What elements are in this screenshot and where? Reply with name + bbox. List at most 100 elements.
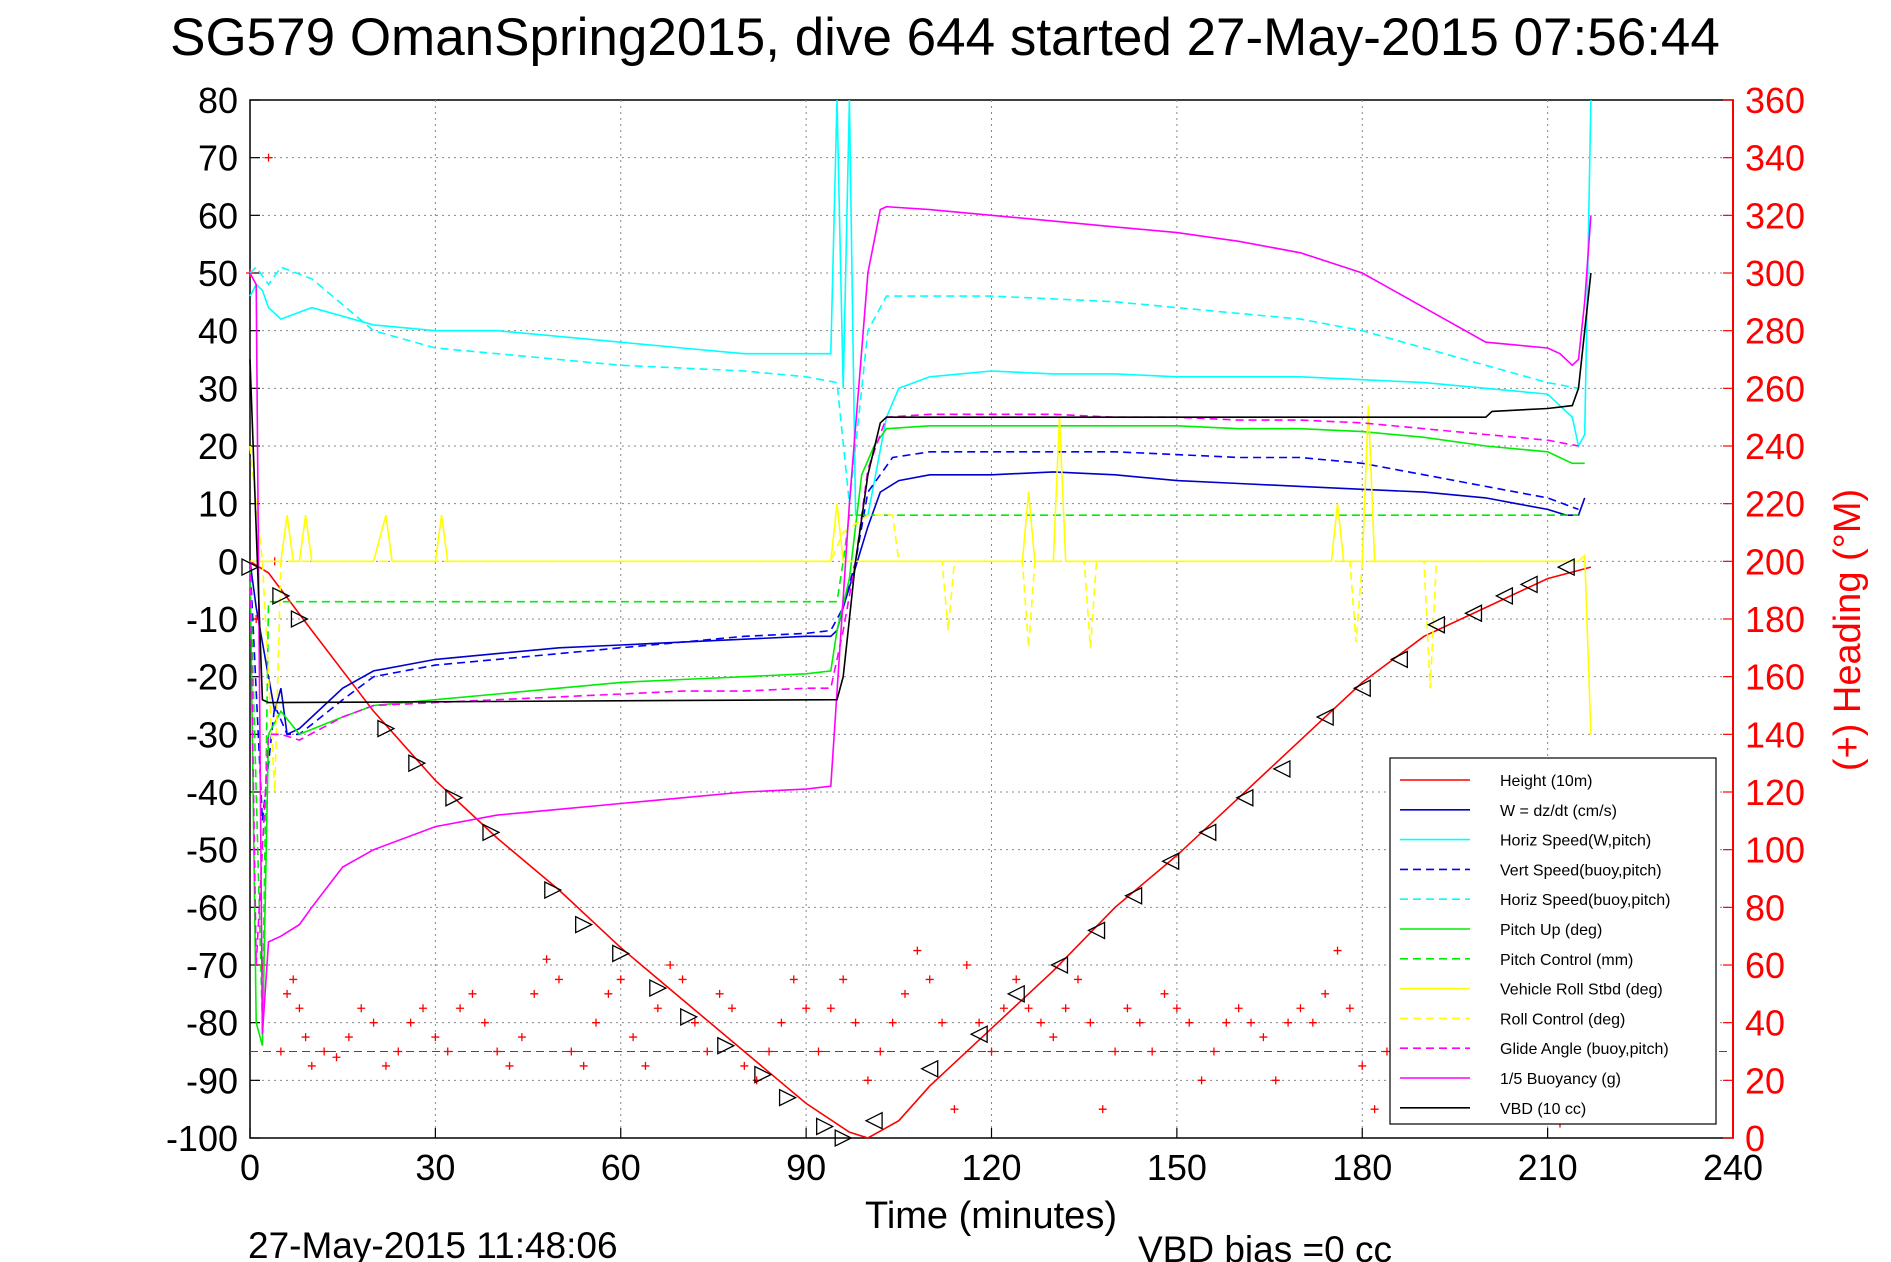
height-marker [1050, 955, 1069, 975]
height-marker [1161, 852, 1180, 871]
heading-point [1148, 1047, 1157, 1056]
height-marker [778, 1088, 798, 1107]
heading-point [1135, 1018, 1144, 1027]
series-line [249, 514, 1579, 1023]
heading-point [765, 1047, 774, 1056]
heading-point [1160, 989, 1169, 998]
height-marker [1235, 788, 1254, 807]
series-line [249, 413, 1579, 966]
heading-point [802, 1004, 811, 1013]
heading-point [987, 1047, 996, 1056]
heading-point [814, 1047, 823, 1056]
heading-point [876, 1047, 885, 1056]
y-tick-label: -30 [186, 714, 238, 755]
heading-point [629, 1033, 638, 1042]
y-tick-label: -100 [166, 1118, 238, 1159]
heading-point [851, 1018, 860, 1027]
y-tick-label: 70 [198, 138, 238, 179]
height-marker [241, 558, 260, 577]
heading-point [530, 989, 539, 998]
height-marker [1494, 586, 1514, 605]
height-marker [1389, 650, 1408, 669]
height-marker [1352, 679, 1371, 698]
heading-point [1259, 1033, 1268, 1042]
heading-point [913, 946, 922, 955]
right-tick-label: 100 [1745, 830, 1805, 871]
heading-point [1222, 1018, 1231, 1027]
heading-point [962, 961, 971, 969]
x-tick-label: 150 [1147, 1147, 1207, 1188]
heading-point [1111, 1047, 1120, 1056]
heading-point [295, 1004, 304, 1013]
heading-point [975, 1018, 984, 1027]
x-tick-label: 0 [240, 1147, 260, 1188]
height-marker [575, 915, 594, 934]
y-tick-label: 80 [198, 80, 238, 121]
right-tick-label: 160 [1745, 657, 1805, 698]
heading-point [690, 1018, 699, 1027]
height-marker [680, 1007, 699, 1026]
heading-point [1271, 1076, 1280, 1085]
heading-point [592, 1018, 601, 1027]
heading-point [493, 1047, 502, 1056]
height-marker [1426, 615, 1446, 634]
heading-point [357, 1004, 366, 1013]
heading-point [276, 1047, 285, 1056]
y-tick-label: -10 [186, 599, 238, 640]
height-marker [834, 1128, 853, 1148]
heading-point [1345, 1004, 1354, 1013]
heading-point [777, 1018, 786, 1027]
height-marker [1087, 921, 1106, 940]
heading-point [554, 975, 563, 984]
heading-point [1333, 946, 1342, 955]
right-tick-label: 320 [1745, 195, 1805, 236]
heading-point [938, 1018, 947, 1027]
heading-point [443, 1047, 452, 1056]
right-tick-label: 120 [1745, 772, 1805, 813]
heading-point [604, 989, 613, 998]
heading-point [567, 1047, 576, 1056]
heading-point [1086, 1018, 1095, 1027]
height-marker [290, 609, 309, 629]
legend-label: Pitch Up (deg) [1500, 922, 1602, 939]
heading-point [332, 1053, 341, 1062]
heading-point [1098, 1105, 1107, 1114]
series-line [249, 450, 1579, 821]
series-line [249, 205, 1592, 1035]
legend-label: Vehicle Roll Stbd (deg) [1500, 982, 1663, 999]
series-line [249, 265, 1579, 504]
legend-label: 1/5 Buoyancy (g) [1500, 1071, 1621, 1088]
heading-point [1234, 1004, 1243, 1013]
right-tick-label: 80 [1745, 887, 1785, 928]
legend-label: Roll Control (deg) [1500, 1011, 1625, 1028]
y-tick-label: -40 [186, 772, 238, 813]
right-tick-label: 60 [1745, 945, 1785, 986]
heading-point [1308, 1018, 1317, 1027]
right-tick-label: 340 [1745, 138, 1805, 179]
legend-label: Horiz Speed(W,pitch) [1500, 833, 1651, 850]
heading-point [715, 989, 724, 998]
height-marker [1464, 604, 1483, 623]
heading-point [579, 1061, 588, 1070]
legend-label: Glide Angle (buoy,pitch) [1500, 1041, 1669, 1058]
heading-point [289, 975, 298, 984]
right-tick-label: 140 [1745, 714, 1805, 755]
height-markers [241, 558, 1575, 1148]
x-tick-label: 30 [415, 1147, 455, 1188]
height-marker [864, 1111, 883, 1130]
heading-point [419, 1004, 428, 1013]
right-tick-label: 240 [1745, 426, 1805, 467]
right-tick-label: 180 [1745, 599, 1805, 640]
heading-point [1209, 1047, 1218, 1056]
heading-point [480, 1018, 489, 1027]
heading-point [1321, 989, 1330, 998]
heading-point [431, 1033, 440, 1042]
heading-point [1012, 975, 1021, 984]
footer-timestamp: 27-May-2015 11:48:06 [248, 1225, 618, 1262]
height-marker [816, 1117, 835, 1136]
legend-label: VBD (10 cc) [1500, 1101, 1586, 1118]
heading-point [888, 1018, 897, 1027]
heading-point [727, 1004, 736, 1013]
heading-point [1049, 1033, 1058, 1042]
heading-point [1370, 1105, 1379, 1114]
